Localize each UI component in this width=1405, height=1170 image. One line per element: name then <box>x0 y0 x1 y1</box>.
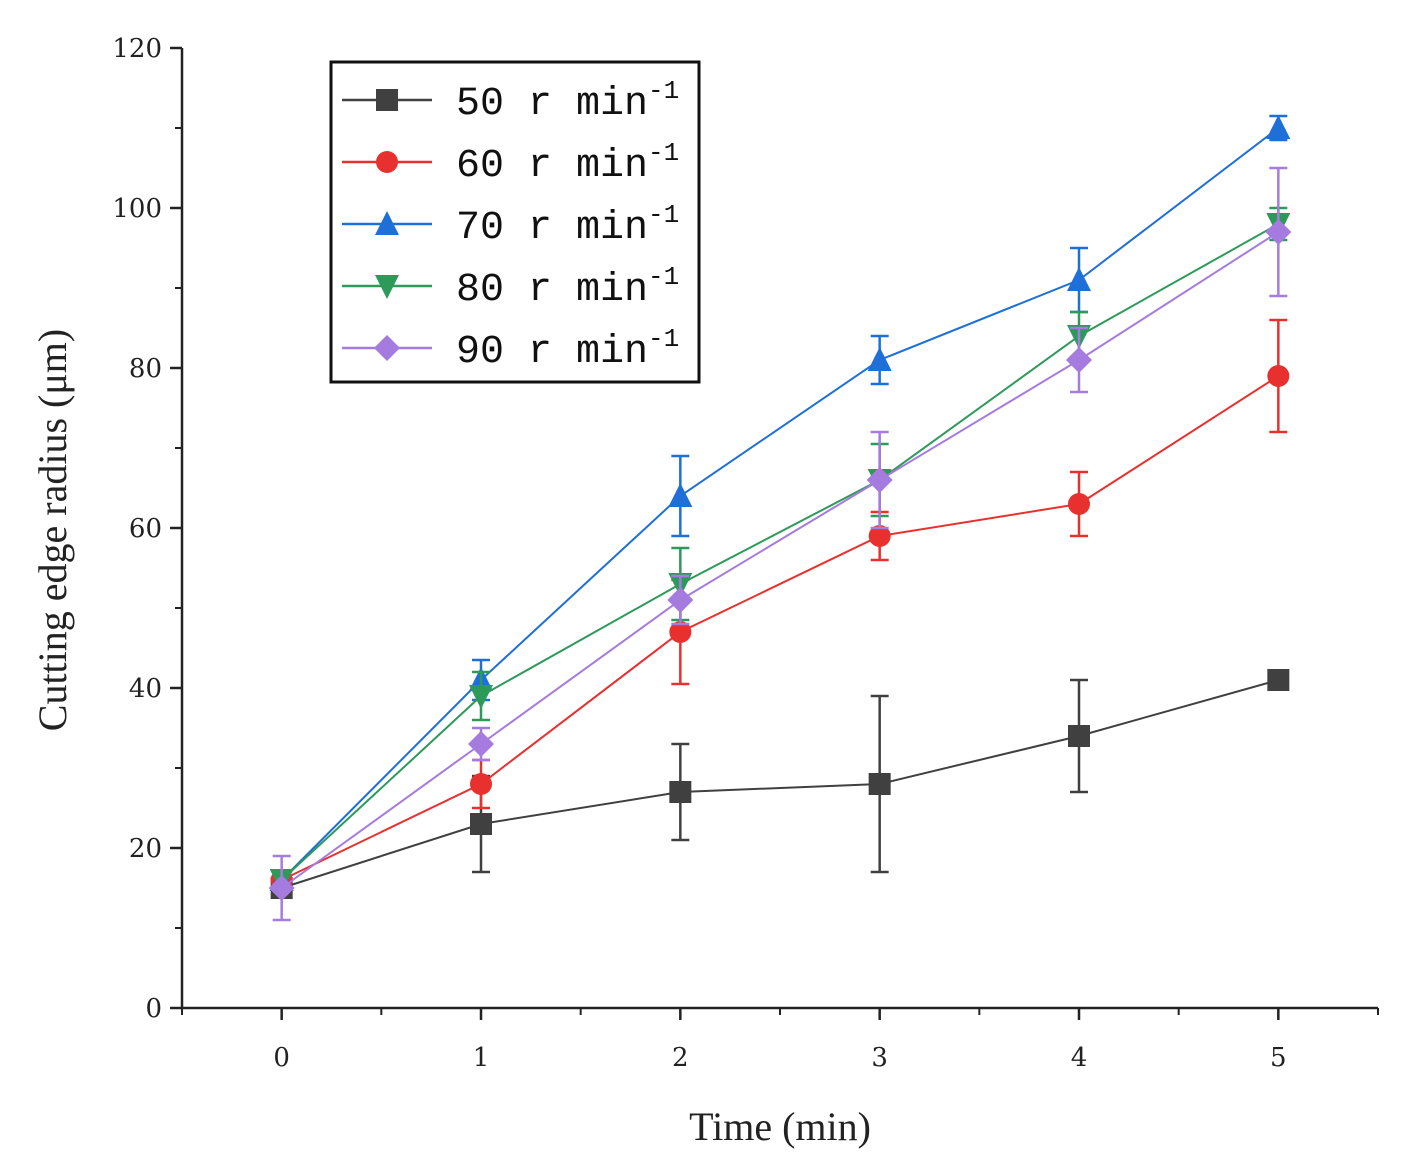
series-line <box>281 231 1279 889</box>
y-tick-label: 120 <box>112 34 162 64</box>
legend-label: 70 r min-1 <box>456 200 679 251</box>
data-point <box>1266 115 1291 139</box>
data-point <box>868 773 891 795</box>
series-line <box>280 127 1279 881</box>
x-axis-title: Time (min) <box>689 1104 871 1149</box>
y-tick-label: 60 <box>129 514 162 544</box>
series-line <box>281 375 1279 881</box>
data-point <box>868 525 891 547</box>
data-point <box>1068 725 1090 747</box>
y-axis-title: Cutting edge radius (μm) <box>30 329 75 731</box>
data-point <box>669 781 692 803</box>
x-tick-label: 5 <box>1270 1043 1287 1073</box>
legend-label: 80 r min-1 <box>456 262 679 313</box>
series-line <box>281 679 1279 889</box>
data-point <box>1068 493 1090 515</box>
legend-marker <box>374 335 400 361</box>
legend-label: 50 r min-1 <box>456 76 679 127</box>
x-tick-label: 1 <box>473 1043 490 1073</box>
data-point <box>667 587 694 613</box>
series-1 <box>270 318 1290 891</box>
legend-label: 90 r min-1 <box>456 324 679 375</box>
data-point <box>468 731 494 757</box>
legend-marker <box>376 151 398 173</box>
legend-marker <box>375 275 399 299</box>
y-tick-label: 40 <box>129 674 162 704</box>
series-4 <box>268 166 1292 922</box>
data-point <box>867 347 892 371</box>
data-point <box>469 685 493 709</box>
data-point <box>470 773 492 795</box>
series-0 <box>270 669 1290 899</box>
y-tick-label: 80 <box>129 354 162 384</box>
y-tick-label: 20 <box>129 834 162 864</box>
series-line <box>280 223 1279 881</box>
data-point <box>866 467 893 493</box>
data-point <box>1066 347 1092 373</box>
x-tick-label: 4 <box>1071 1043 1088 1073</box>
axes: 0 20 40 60 80 100 120 0 1 2 3 4 5 <box>112 34 1379 1073</box>
data-point <box>470 813 492 835</box>
x-tick-label: 0 <box>273 1043 290 1073</box>
data-point <box>268 875 295 901</box>
x-tick-label: 2 <box>672 1043 689 1073</box>
y-tick-label: 100 <box>112 194 162 224</box>
data-point <box>668 483 693 507</box>
data-point <box>1267 669 1290 691</box>
data-point <box>1067 267 1091 291</box>
x-tick-label: 3 <box>871 1043 888 1073</box>
data-point <box>1267 365 1290 387</box>
legend-marker <box>376 89 398 111</box>
data-point <box>1265 219 1292 245</box>
y-tick-label: 0 <box>145 994 162 1024</box>
series-layer <box>268 114 1292 922</box>
legend-marker <box>375 211 399 235</box>
legend: 50 r min-1 60 r min-1 70 r min-1 80 r min-1… <box>329 60 701 384</box>
data-point <box>669 621 692 643</box>
legend-label: 60 r min-1 <box>456 138 679 189</box>
series-2 <box>269 114 1291 891</box>
